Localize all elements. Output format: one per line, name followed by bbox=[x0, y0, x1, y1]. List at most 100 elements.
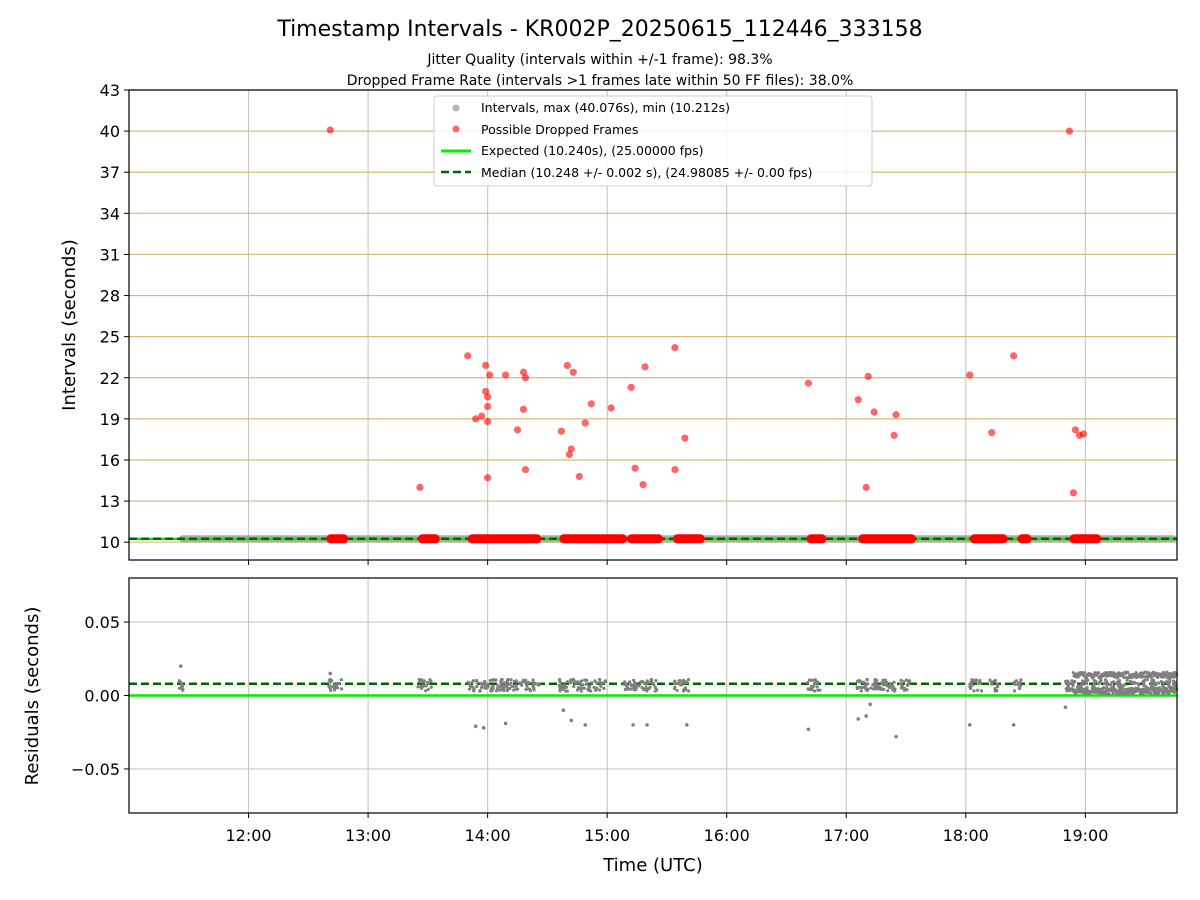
residual-point bbox=[1143, 684, 1147, 688]
residual-point bbox=[557, 677, 562, 682]
residual-point bbox=[1064, 679, 1068, 683]
residual-point bbox=[807, 687, 811, 691]
dropped-frame-point bbox=[484, 474, 492, 482]
residual-point bbox=[995, 682, 999, 686]
residual-point bbox=[1141, 679, 1145, 684]
residual-point bbox=[811, 684, 816, 688]
residual-outlier-point bbox=[645, 723, 649, 727]
dropped-frame-point bbox=[854, 396, 862, 404]
residual-outlier-point bbox=[856, 717, 861, 721]
residual-point bbox=[655, 688, 659, 692]
residual-outlier-point bbox=[1011, 723, 1016, 727]
residual-point bbox=[1103, 678, 1108, 682]
residual-point bbox=[1092, 678, 1096, 683]
dropped-frame-point bbox=[892, 411, 900, 419]
residual-point bbox=[892, 680, 896, 684]
residual-point bbox=[649, 680, 654, 684]
residual-point bbox=[858, 679, 862, 683]
residual-point bbox=[973, 678, 977, 682]
residual-point bbox=[885, 683, 889, 687]
residual-point bbox=[575, 688, 580, 692]
residual-point bbox=[418, 680, 422, 684]
residual-outlier-point bbox=[503, 721, 508, 726]
residuals-points bbox=[177, 664, 1179, 739]
legend-marker-dropped bbox=[452, 125, 460, 133]
residual-point bbox=[873, 681, 877, 685]
intervals-y-tick-label: 13 bbox=[100, 492, 120, 511]
residual-point bbox=[990, 680, 994, 684]
dropped-frame-point bbox=[671, 465, 679, 474]
x-axis-label: Time (UTC) bbox=[602, 855, 703, 876]
residual-point bbox=[882, 687, 886, 692]
dropped-frame-cluster bbox=[1017, 534, 1032, 544]
residual-point bbox=[181, 687, 185, 691]
residual-point bbox=[424, 689, 428, 693]
intervals-axes-frame bbox=[128, 89, 1178, 561]
dropped-frame-cluster bbox=[559, 534, 628, 544]
dropped-frame-point bbox=[627, 383, 635, 391]
residual-point bbox=[1125, 678, 1129, 682]
residual-point bbox=[583, 678, 587, 682]
residual-point bbox=[429, 685, 433, 689]
residuals-y-tick-label: −0.05 bbox=[71, 760, 120, 779]
residual-point bbox=[478, 689, 482, 693]
residual-point bbox=[1130, 686, 1134, 690]
residual-point bbox=[1081, 673, 1085, 677]
residual-point bbox=[1065, 689, 1069, 693]
legend: Intervals, max (40.076s), min (10.212s) … bbox=[433, 95, 873, 187]
intervals-y-axis-label: Intervals (seconds) bbox=[59, 239, 80, 411]
residual-point bbox=[467, 687, 472, 691]
dropped-frame-point bbox=[1071, 426, 1079, 434]
dropped-frame-point bbox=[513, 426, 522, 434]
residual-point bbox=[899, 678, 903, 682]
residual-point bbox=[1172, 690, 1177, 694]
dropped-frame-point bbox=[519, 368, 528, 376]
residual-point bbox=[426, 687, 430, 692]
dropped-frame-point bbox=[639, 481, 647, 489]
residual-point bbox=[422, 679, 426, 683]
residuals-y-axis-label: Residuals (seconds) bbox=[22, 607, 43, 786]
residual-outlier-point bbox=[569, 718, 574, 723]
residual-point bbox=[327, 684, 331, 688]
residual-point bbox=[512, 688, 516, 692]
residual-point bbox=[598, 677, 602, 682]
dropped-frame-cluster bbox=[326, 534, 349, 544]
residual-point bbox=[339, 678, 343, 682]
residual-point bbox=[980, 689, 984, 693]
residual-point bbox=[1119, 683, 1123, 687]
residual-point bbox=[623, 688, 627, 692]
residual-point bbox=[902, 680, 906, 684]
dropped-frame-point bbox=[472, 415, 480, 423]
residual-point bbox=[1149, 675, 1154, 679]
residual-point bbox=[1145, 678, 1150, 682]
dropped-frame-point bbox=[484, 393, 492, 401]
dropped-frame-point bbox=[804, 379, 813, 387]
residual-point bbox=[881, 678, 885, 682]
residual-point bbox=[816, 688, 820, 692]
residual-point bbox=[1167, 692, 1171, 696]
x-tick-label: 19:00 bbox=[1062, 826, 1108, 845]
residual-point bbox=[483, 683, 488, 687]
residual-point bbox=[1099, 678, 1103, 682]
residual-point bbox=[532, 688, 536, 692]
dropped-frame-point bbox=[575, 472, 583, 481]
residual-point bbox=[332, 688, 337, 692]
chart-subtitle-dropped: Dropped Frame Rate (intervals >1 frames … bbox=[347, 73, 854, 89]
residual-point bbox=[883, 678, 888, 682]
residual-point bbox=[681, 678, 686, 682]
residual-point bbox=[178, 680, 183, 684]
residual-point bbox=[335, 684, 339, 688]
dropped-frame-cluster bbox=[1069, 534, 1102, 544]
residual-point bbox=[864, 687, 868, 691]
residual-point bbox=[1096, 671, 1101, 675]
residual-point bbox=[903, 686, 907, 690]
dropped-frame-point bbox=[521, 465, 530, 474]
dropped-frame-cluster bbox=[858, 534, 916, 544]
chart-subtitle-jitter: Jitter Quality (intervals within +/-1 fr… bbox=[426, 52, 772, 68]
residual-outlier-point bbox=[583, 723, 588, 727]
residual-point bbox=[1156, 691, 1161, 695]
residual-point bbox=[490, 685, 494, 689]
residuals-y-tick-label: 0.05 bbox=[84, 613, 120, 632]
residual-point bbox=[562, 684, 566, 688]
residual-point bbox=[1118, 686, 1122, 690]
